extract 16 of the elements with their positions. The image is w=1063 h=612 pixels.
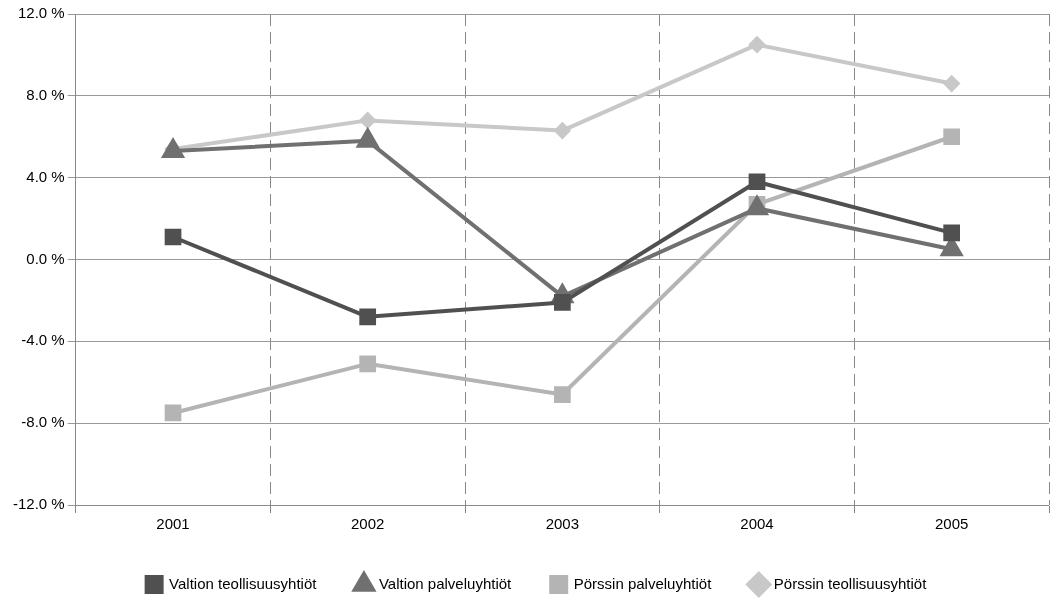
y-tick-label: 12.0 % [17,4,65,22]
x-tick-label: 2003 [545,515,580,533]
y-tick-label: 0.0 % [26,249,65,267]
legend-label: Valtion teollisuusyhtiöt [169,574,318,592]
legend-label: Valtion palveluyhtiöt [378,574,513,592]
x-tick-label: 2004 [740,515,774,533]
y-tick-label: 8.0 % [26,85,65,103]
x-tick-label: 2005 [934,515,969,533]
y-tick-label: -12.0 % [12,495,65,513]
y-tick-label: -4.0 % [21,331,65,349]
x-tick-label: 2002 [351,515,385,533]
legend-label: Pörssin palveluyhtiöt [573,574,713,592]
y-tick-label: -8.0 % [21,413,65,431]
legend-label: Pörssin teollisuusyhtiöt [773,574,928,592]
y-tick-label: 4.0 % [26,167,65,185]
x-tick-label: 2001 [156,515,190,533]
